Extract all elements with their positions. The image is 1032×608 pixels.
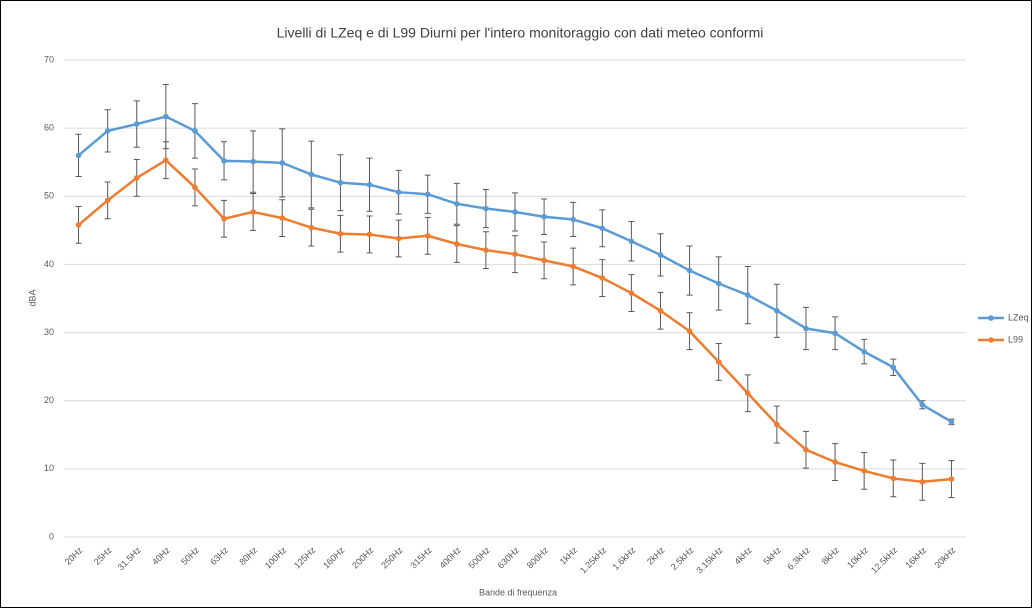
data-point — [75, 222, 82, 228]
data-point — [919, 479, 926, 485]
data-point — [104, 128, 111, 134]
data-point — [337, 230, 344, 237]
data-point — [919, 402, 926, 408]
data-point — [454, 241, 460, 247]
data-point — [337, 179, 344, 186]
data-point — [133, 175, 140, 181]
y-tick-label: 70 — [44, 54, 54, 64]
data-point — [395, 189, 402, 195]
data-point — [861, 468, 867, 474]
data-point — [686, 267, 693, 274]
data-point — [424, 233, 431, 239]
data-point — [803, 446, 809, 453]
data-point — [366, 231, 373, 238]
data-point — [541, 213, 547, 220]
data-point — [948, 476, 955, 482]
data-point — [279, 160, 286, 166]
data-point — [454, 200, 460, 207]
data-point — [279, 215, 286, 221]
data-point — [861, 348, 867, 355]
data-point — [715, 359, 722, 365]
legend-label: LZeq — [1008, 312, 1029, 322]
data-point — [163, 157, 169, 163]
data-point — [890, 364, 897, 371]
data-point — [541, 257, 547, 264]
chart-title: Livelli di LZeq e di L99 Diurni per l'in… — [277, 25, 764, 41]
data-point — [104, 197, 111, 204]
legend-marker — [988, 315, 994, 321]
data-point — [192, 184, 198, 191]
data-point — [832, 459, 838, 465]
data-point — [599, 225, 606, 232]
y-axis-title: dBA — [27, 289, 37, 306]
y-tick-label: 60 — [44, 123, 54, 133]
data-point — [686, 328, 693, 335]
data-point — [483, 205, 489, 212]
data-point — [75, 152, 82, 159]
data-point — [803, 325, 809, 332]
data-point — [395, 235, 402, 242]
x-axis-title: Bande di frequenza — [479, 587, 557, 597]
data-point — [163, 113, 169, 120]
data-point — [250, 158, 256, 165]
data-point — [832, 330, 838, 337]
data-point — [221, 158, 227, 164]
data-point — [483, 247, 489, 253]
data-point — [628, 290, 635, 296]
data-point — [657, 307, 664, 314]
data-point — [774, 421, 780, 428]
y-tick-label: 40 — [44, 259, 54, 269]
data-point — [628, 238, 635, 245]
legend-label: L99 — [1008, 334, 1023, 344]
y-tick-label: 0 — [49, 531, 54, 541]
data-point — [599, 275, 606, 281]
data-point — [512, 251, 518, 258]
data-point — [308, 224, 315, 231]
data-point — [570, 263, 576, 270]
data-point — [308, 171, 315, 178]
data-point — [774, 307, 780, 314]
y-tick-label: 30 — [44, 327, 54, 337]
data-point — [948, 419, 955, 425]
data-point — [657, 252, 664, 258]
data-point — [250, 209, 256, 215]
data-point — [192, 128, 198, 134]
y-tick-label: 20 — [44, 395, 54, 405]
data-point — [715, 280, 722, 287]
data-point — [133, 121, 140, 127]
data-point — [512, 209, 518, 215]
data-point — [221, 215, 227, 222]
legend-marker — [988, 337, 994, 343]
data-point — [744, 390, 751, 397]
data-point — [366, 181, 373, 188]
data-point — [424, 191, 431, 198]
data-point — [890, 475, 897, 482]
y-tick-label: 50 — [44, 191, 54, 201]
y-tick-label: 10 — [44, 463, 54, 473]
data-point — [744, 292, 751, 298]
data-point — [570, 216, 576, 223]
